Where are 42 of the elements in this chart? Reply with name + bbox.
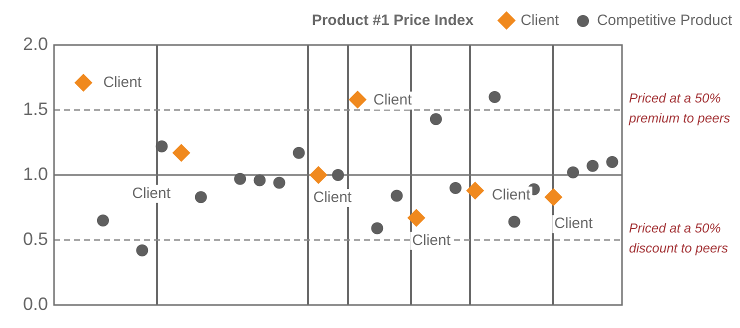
point bbox=[234, 172, 246, 185]
ref-line-label: Priced at a 50% discount to peers bbox=[629, 220, 729, 256]
point bbox=[450, 182, 462, 194]
point bbox=[96, 214, 109, 226]
annotation: Client bbox=[313, 189, 352, 206]
y-tick-label: 0.5 bbox=[22, 228, 48, 249]
point bbox=[309, 166, 328, 184]
point bbox=[430, 113, 442, 126]
point bbox=[254, 174, 266, 186]
y-tick-label: 1.0 bbox=[22, 164, 48, 184]
point bbox=[390, 190, 403, 202]
annotation: Client bbox=[373, 92, 413, 109]
point bbox=[407, 208, 426, 227]
point bbox=[292, 146, 305, 159]
point bbox=[606, 156, 618, 168]
point bbox=[194, 191, 207, 204]
y-tick-label: 0.0 bbox=[22, 294, 48, 314]
point bbox=[74, 74, 92, 92]
point bbox=[544, 188, 562, 206]
point bbox=[156, 140, 168, 152]
y-tick-label: 1.5 bbox=[22, 98, 48, 119]
point bbox=[136, 244, 148, 256]
annotation: Client bbox=[412, 232, 452, 250]
point bbox=[466, 182, 484, 200]
annotation: Client bbox=[132, 185, 172, 202]
point bbox=[172, 144, 190, 162]
legend-label: Client bbox=[520, 12, 559, 29]
chart-title: Product #1 Price Index bbox=[312, 12, 474, 29]
y-tick-label: 2.0 bbox=[22, 34, 48, 54]
annotation: Client bbox=[554, 215, 594, 232]
annotation: Client bbox=[103, 74, 142, 91]
legend-label: Competitive Product bbox=[596, 12, 732, 29]
point bbox=[567, 166, 580, 178]
point bbox=[348, 90, 367, 109]
point bbox=[273, 176, 286, 189]
point bbox=[371, 222, 384, 234]
point bbox=[508, 216, 520, 228]
point bbox=[332, 169, 344, 181]
point bbox=[488, 91, 501, 103]
point bbox=[586, 160, 599, 172]
annotation: Client bbox=[492, 186, 532, 204]
ref-line-label: Priced at a 50% premium to peers bbox=[628, 90, 731, 126]
